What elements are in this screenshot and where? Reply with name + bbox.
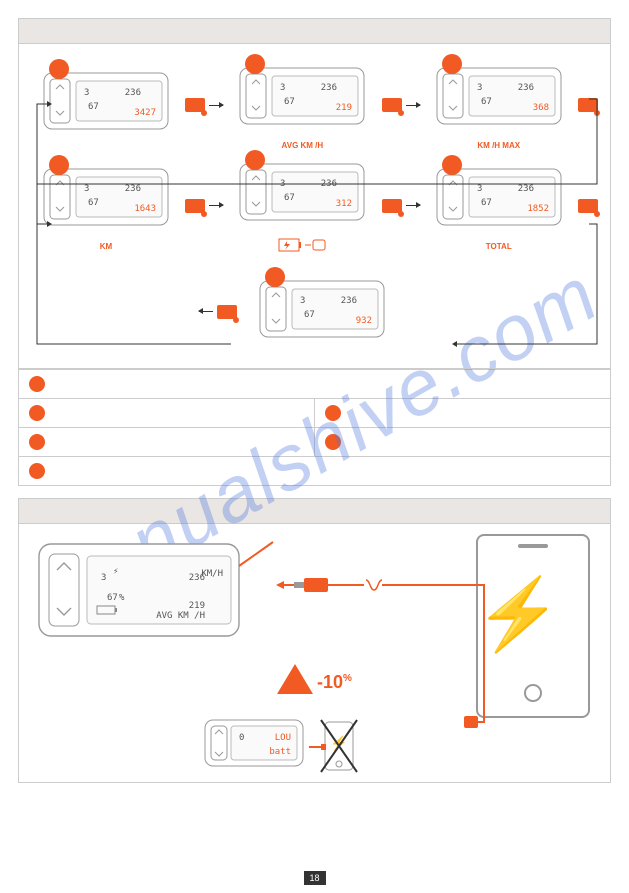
- mode-button-arrow-4: [185, 199, 223, 213]
- display-unit-7: 3 236 67 932: [247, 273, 397, 350]
- mode-button-arrow-2: [382, 98, 420, 112]
- svg-text:3: 3: [477, 184, 482, 194]
- display-unit-6: 3 236 67 1852 TOTAL: [424, 161, 574, 251]
- mode-button-icon: [185, 199, 205, 213]
- flow-diagram-section: 3 236 67 3427 3 236 67 219 AVG KM /H 3 236 67 368…: [18, 44, 611, 369]
- small-connector: [309, 742, 327, 752]
- mode-button-icon: [578, 98, 598, 112]
- mode-button-icon: [382, 199, 402, 213]
- mode-button-icon: [578, 199, 598, 213]
- step-dot-6: [442, 155, 462, 175]
- legend-dot-5: [325, 405, 341, 421]
- section-header-1: [18, 18, 611, 44]
- svg-text:67: 67: [88, 198, 99, 208]
- step-dot-7: [265, 267, 285, 287]
- svg-text:3: 3: [477, 83, 482, 93]
- mode-button-3: [578, 98, 598, 112]
- svg-text:236: 236: [321, 179, 337, 189]
- svg-text:KM/H: KM/H: [201, 569, 223, 579]
- legend-dot-4: [29, 463, 45, 479]
- svg-text:3427: 3427: [134, 108, 156, 118]
- page-number: 18: [303, 871, 325, 885]
- display-unit-5: 3 236 67 312: [227, 156, 377, 255]
- svg-text:0: 0: [239, 733, 244, 743]
- mode-button-arrow-1: [185, 98, 223, 112]
- step-dot-3: [442, 54, 462, 74]
- mode-button-icon: [382, 98, 402, 112]
- usb-port-callout: [239, 538, 279, 568]
- svg-text:3: 3: [300, 296, 305, 306]
- svg-text:368: 368: [532, 103, 548, 113]
- display-unit-2: 3 236 67 219 AVG KM /H: [227, 60, 377, 150]
- charge-battery-icon: [227, 237, 377, 255]
- svg-text:236: 236: [517, 83, 533, 93]
- legend-dot-3: [29, 434, 45, 450]
- mode-button-arrow-5: [382, 199, 420, 213]
- flow-row-1: 3 236 67 3427 3 236 67 219 AVG KM /H 3 236 67 368…: [31, 60, 598, 150]
- device-display-large: 3 ⚡ 236 KM/H 67 % 219 AVG KM /H: [29, 534, 249, 654]
- svg-text:3: 3: [84, 184, 89, 194]
- svg-text:AVG KM /H: AVG KM /H: [156, 611, 205, 621]
- legend-table: [18, 369, 611, 486]
- display-label-6: TOTAL: [424, 242, 574, 251]
- svg-text:932: 932: [355, 316, 371, 326]
- section-header-2: [18, 498, 611, 524]
- flow-row-3: 3 236 67 932: [31, 273, 598, 350]
- svg-text:3: 3: [280, 179, 285, 189]
- svg-text:67: 67: [284, 193, 295, 203]
- device-low-battery: 0 LOU batt: [199, 714, 309, 774]
- legend-dot-2: [29, 405, 45, 421]
- svg-text:%: %: [119, 593, 125, 603]
- mode-button-6: [578, 199, 598, 213]
- display-unit-1: 3 236 67 3427: [31, 65, 181, 146]
- svg-text:236: 236: [125, 88, 141, 98]
- mode-button-7-left: [199, 305, 237, 319]
- svg-text:236: 236: [340, 296, 356, 306]
- svg-text:67: 67: [284, 97, 295, 107]
- display-label-2: AVG KM /H: [227, 141, 377, 150]
- svg-text:⚡: ⚡: [113, 567, 118, 577]
- legend-dot-6: [325, 434, 341, 450]
- svg-text:312: 312: [336, 199, 352, 209]
- svg-text:236: 236: [125, 184, 141, 194]
- svg-text:236: 236: [321, 83, 337, 93]
- manual-page: manualshive.com 3236673427 323667219 AVG…: [0, 0, 629, 893]
- display-label-4: KM: [31, 242, 181, 251]
- svg-text:236: 236: [517, 184, 533, 194]
- display-label-3: KM /H MAX: [424, 141, 574, 150]
- flow-row-2: 3 236 67 1643 KM 3 236 67 312 3 236 67 1852 TOTAL: [31, 156, 598, 255]
- svg-text:1852: 1852: [527, 204, 549, 214]
- warning-percentage: -10%: [317, 672, 352, 693]
- usb-charging-section: 3 ⚡ 236 KM/H 67 % 219 AVG KM /H ⚡: [18, 524, 611, 783]
- warning-triangle-icon: [277, 664, 313, 694]
- svg-text:1643: 1643: [134, 204, 156, 214]
- display-unit-4: 3 236 67 1643 KM: [31, 161, 181, 251]
- svg-text:67: 67: [481, 198, 492, 208]
- svg-text:batt: batt: [269, 747, 291, 757]
- svg-text:3: 3: [280, 83, 285, 93]
- svg-text:LOU: LOU: [275, 733, 291, 743]
- svg-text:219: 219: [189, 601, 205, 611]
- svg-text:67: 67: [481, 97, 492, 107]
- mode-button-icon: [217, 305, 237, 319]
- svg-text:67: 67: [304, 310, 315, 320]
- svg-text:3: 3: [84, 88, 89, 98]
- step-dot-1: [49, 59, 69, 79]
- step-dot-4: [49, 155, 69, 175]
- svg-text:219: 219: [336, 103, 352, 113]
- svg-text:67: 67: [88, 102, 99, 112]
- display-unit-3: 3 236 67 368 KM /H MAX: [424, 60, 574, 150]
- svg-text:3: 3: [101, 573, 106, 583]
- legend-dot-1: [29, 376, 45, 392]
- svg-text:67: 67: [107, 593, 118, 603]
- mode-button-icon: [185, 98, 205, 112]
